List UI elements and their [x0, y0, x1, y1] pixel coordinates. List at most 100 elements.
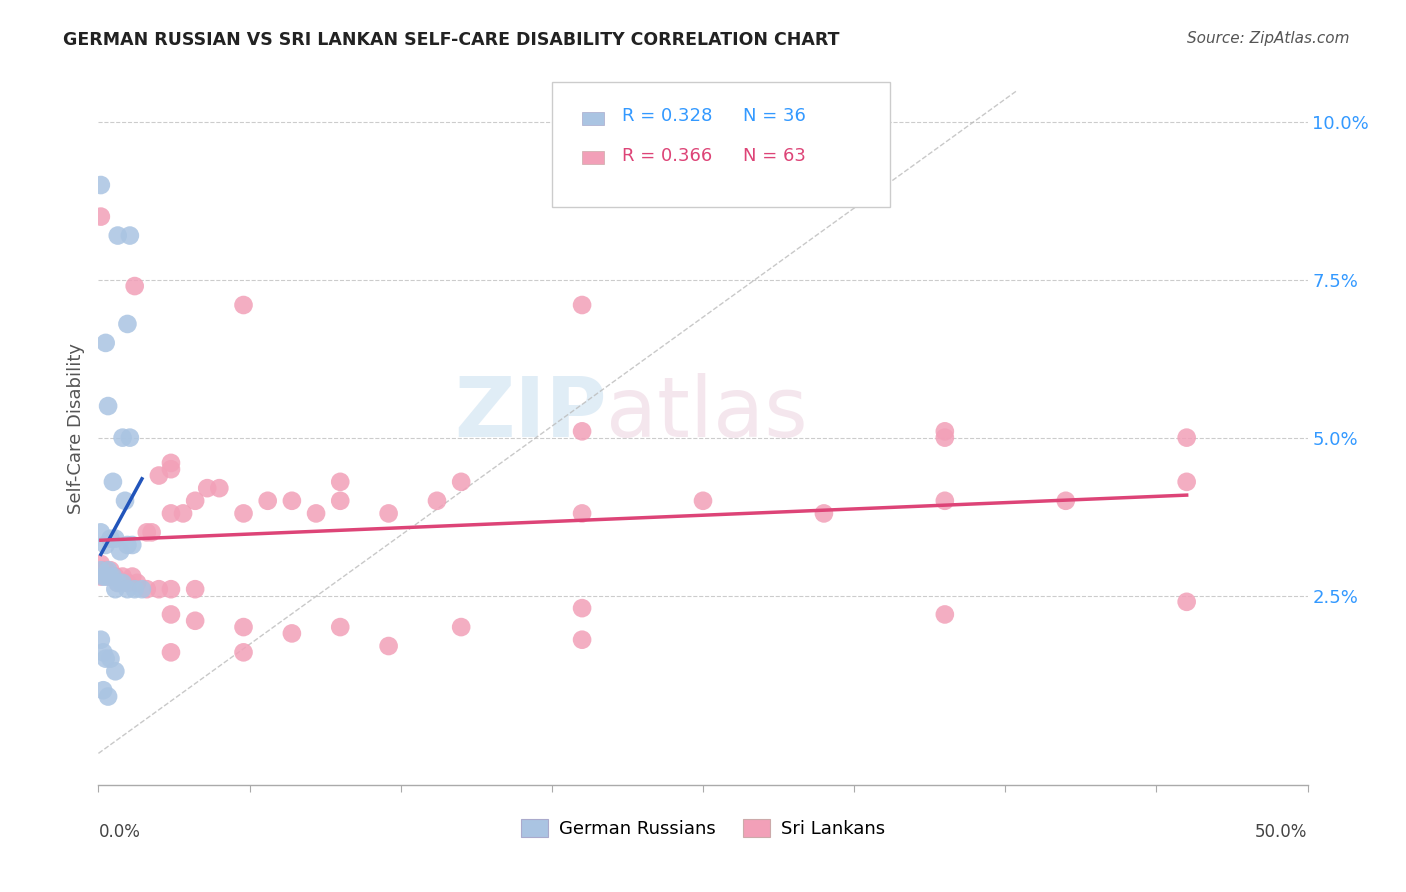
- Text: ZIP: ZIP: [454, 374, 606, 454]
- Point: [141, 525, 163, 540]
- Point: [111, 569, 134, 583]
- Point: [117, 582, 139, 597]
- Point: [91, 569, 114, 583]
- Point: [184, 614, 207, 628]
- Point: [101, 569, 124, 583]
- Text: GERMAN RUSSIAN VS SRI LANKAN SELF-CARE DISABILITY CORRELATION CHART: GERMAN RUSSIAN VS SRI LANKAN SELF-CARE D…: [63, 31, 839, 49]
- Point: [160, 607, 183, 622]
- Point: [232, 620, 254, 634]
- Point: [117, 575, 139, 590]
- Text: N = 36: N = 36: [742, 107, 806, 125]
- Point: [94, 563, 117, 577]
- FancyBboxPatch shape: [582, 152, 603, 164]
- Point: [100, 563, 122, 577]
- Point: [208, 481, 231, 495]
- Point: [118, 228, 141, 243]
- Point: [104, 665, 127, 679]
- Text: 50.0%: 50.0%: [1256, 822, 1308, 841]
- Point: [100, 532, 122, 546]
- Point: [692, 493, 714, 508]
- Point: [571, 507, 593, 521]
- Point: [118, 431, 141, 445]
- Text: 0.0%: 0.0%: [98, 822, 141, 841]
- Point: [100, 569, 122, 583]
- Point: [571, 632, 593, 647]
- Point: [377, 507, 399, 521]
- Point: [135, 525, 157, 540]
- Point: [232, 298, 254, 312]
- Point: [450, 475, 472, 489]
- Point: [329, 620, 352, 634]
- Point: [184, 493, 207, 508]
- Point: [184, 582, 207, 597]
- Point: [94, 651, 117, 665]
- Point: [90, 525, 112, 540]
- Point: [107, 228, 129, 243]
- Point: [107, 575, 129, 590]
- Point: [91, 683, 114, 698]
- Point: [195, 481, 218, 495]
- Point: [1175, 475, 1198, 489]
- Point: [305, 507, 328, 521]
- Point: [114, 493, 136, 508]
- Point: [90, 557, 112, 571]
- Point: [117, 317, 139, 331]
- Point: [160, 507, 183, 521]
- Point: [121, 569, 143, 583]
- Point: [232, 645, 254, 659]
- Point: [94, 538, 117, 552]
- Point: [160, 462, 183, 476]
- Point: [117, 538, 139, 552]
- Point: [90, 210, 112, 224]
- Point: [91, 645, 114, 659]
- Point: [148, 468, 170, 483]
- Point: [377, 639, 399, 653]
- Point: [232, 507, 254, 521]
- Point: [131, 582, 153, 597]
- Point: [90, 178, 112, 192]
- Point: [281, 626, 304, 640]
- Text: atlas: atlas: [606, 374, 808, 454]
- Point: [90, 632, 112, 647]
- Point: [101, 569, 124, 583]
- Point: [281, 493, 304, 508]
- Point: [571, 601, 593, 615]
- Point: [148, 582, 170, 597]
- FancyBboxPatch shape: [582, 112, 603, 125]
- Point: [934, 607, 956, 622]
- Point: [1175, 431, 1198, 445]
- Point: [104, 532, 127, 546]
- Point: [101, 475, 124, 489]
- Point: [426, 493, 449, 508]
- Point: [135, 582, 157, 597]
- Point: [94, 335, 117, 350]
- Text: Source: ZipAtlas.com: Source: ZipAtlas.com: [1187, 31, 1350, 46]
- Text: N = 63: N = 63: [742, 146, 806, 164]
- Point: [934, 425, 956, 439]
- Point: [160, 645, 183, 659]
- Point: [571, 425, 593, 439]
- Point: [329, 475, 352, 489]
- Y-axis label: Self-Care Disability: Self-Care Disability: [66, 343, 84, 514]
- Point: [97, 569, 120, 583]
- Point: [934, 493, 956, 508]
- Point: [124, 279, 146, 293]
- Point: [934, 431, 956, 445]
- Point: [571, 298, 593, 312]
- Point: [450, 620, 472, 634]
- Point: [172, 507, 194, 521]
- Point: [97, 690, 120, 704]
- Point: [329, 493, 352, 508]
- Point: [813, 507, 835, 521]
- Text: R = 0.366: R = 0.366: [621, 146, 713, 164]
- Point: [127, 575, 149, 590]
- Point: [104, 569, 127, 583]
- Point: [107, 575, 129, 590]
- Point: [124, 582, 146, 597]
- Point: [91, 563, 114, 577]
- Point: [121, 538, 143, 552]
- Point: [90, 569, 112, 583]
- Point: [104, 582, 127, 597]
- Point: [97, 563, 120, 577]
- Point: [100, 651, 122, 665]
